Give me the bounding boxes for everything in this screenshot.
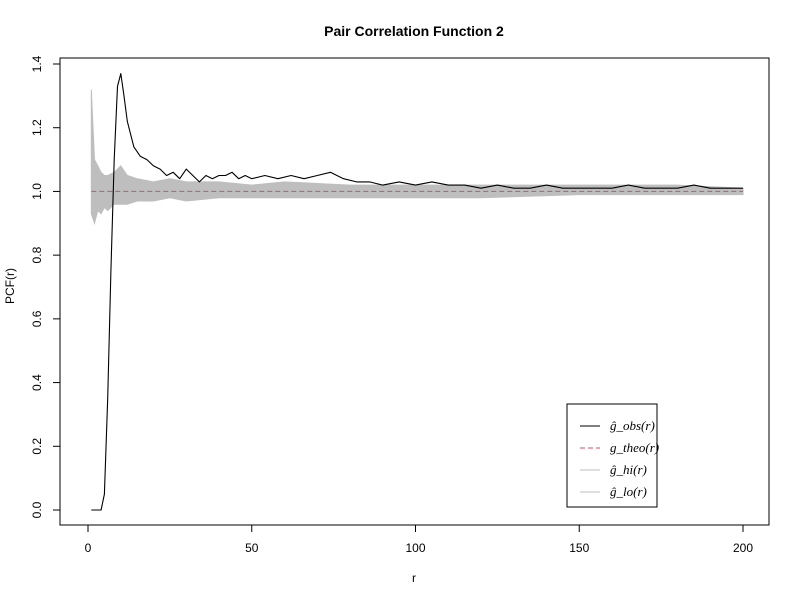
x-tick-label: 0 [85,541,92,555]
series-line-obs [91,73,743,511]
legend-label-obs: ĝ_obs(r) [610,418,655,433]
x-tick-label: 200 [733,541,753,555]
x-axis: 0 50 100 150 200 [85,524,753,555]
y-tick-label: 0.0 [30,501,44,518]
y-tick-label: 0.2 [30,438,44,455]
legend-label-lo: ĝ_lo(r) [610,484,647,499]
y-tick-label: 0.6 [30,310,44,327]
legend-box [566,403,658,508]
x-tick-label: 100 [405,541,425,555]
legend-items: ĝ_obs(r) g_theo(r) ĝ_hi(r) ĝ_lo(r) [580,418,659,499]
plot-frame [59,57,770,526]
x-axis-label: r [412,571,416,585]
series-layer [91,73,743,511]
legend-label-theo: g_theo(r) [610,440,659,455]
y-tick-label: 0.8 [30,246,44,263]
y-tick-label: 1.0 [30,183,44,200]
envelope-band [90,89,744,226]
y-axis: 0.0 0.2 0.4 0.6 0.8 1.0 1.2 1.4 [30,55,61,518]
envelope-area [90,89,744,226]
legend-label-hi: ĝ_hi(r) [610,462,647,477]
y-tick-label: 0.4 [30,374,44,391]
legend: ĝ_obs(r) g_theo(r) ĝ_hi(r) ĝ_lo(r) [566,403,659,508]
x-tick-label: 150 [569,541,589,555]
y-tick-label: 1.4 [30,55,44,72]
y-tick-label: 1.2 [30,119,44,136]
y-axis-label: PCF(r) [3,268,17,304]
x-tick-label: 50 [245,541,259,555]
chart-title: Pair Correlation Function 2 [324,23,504,39]
